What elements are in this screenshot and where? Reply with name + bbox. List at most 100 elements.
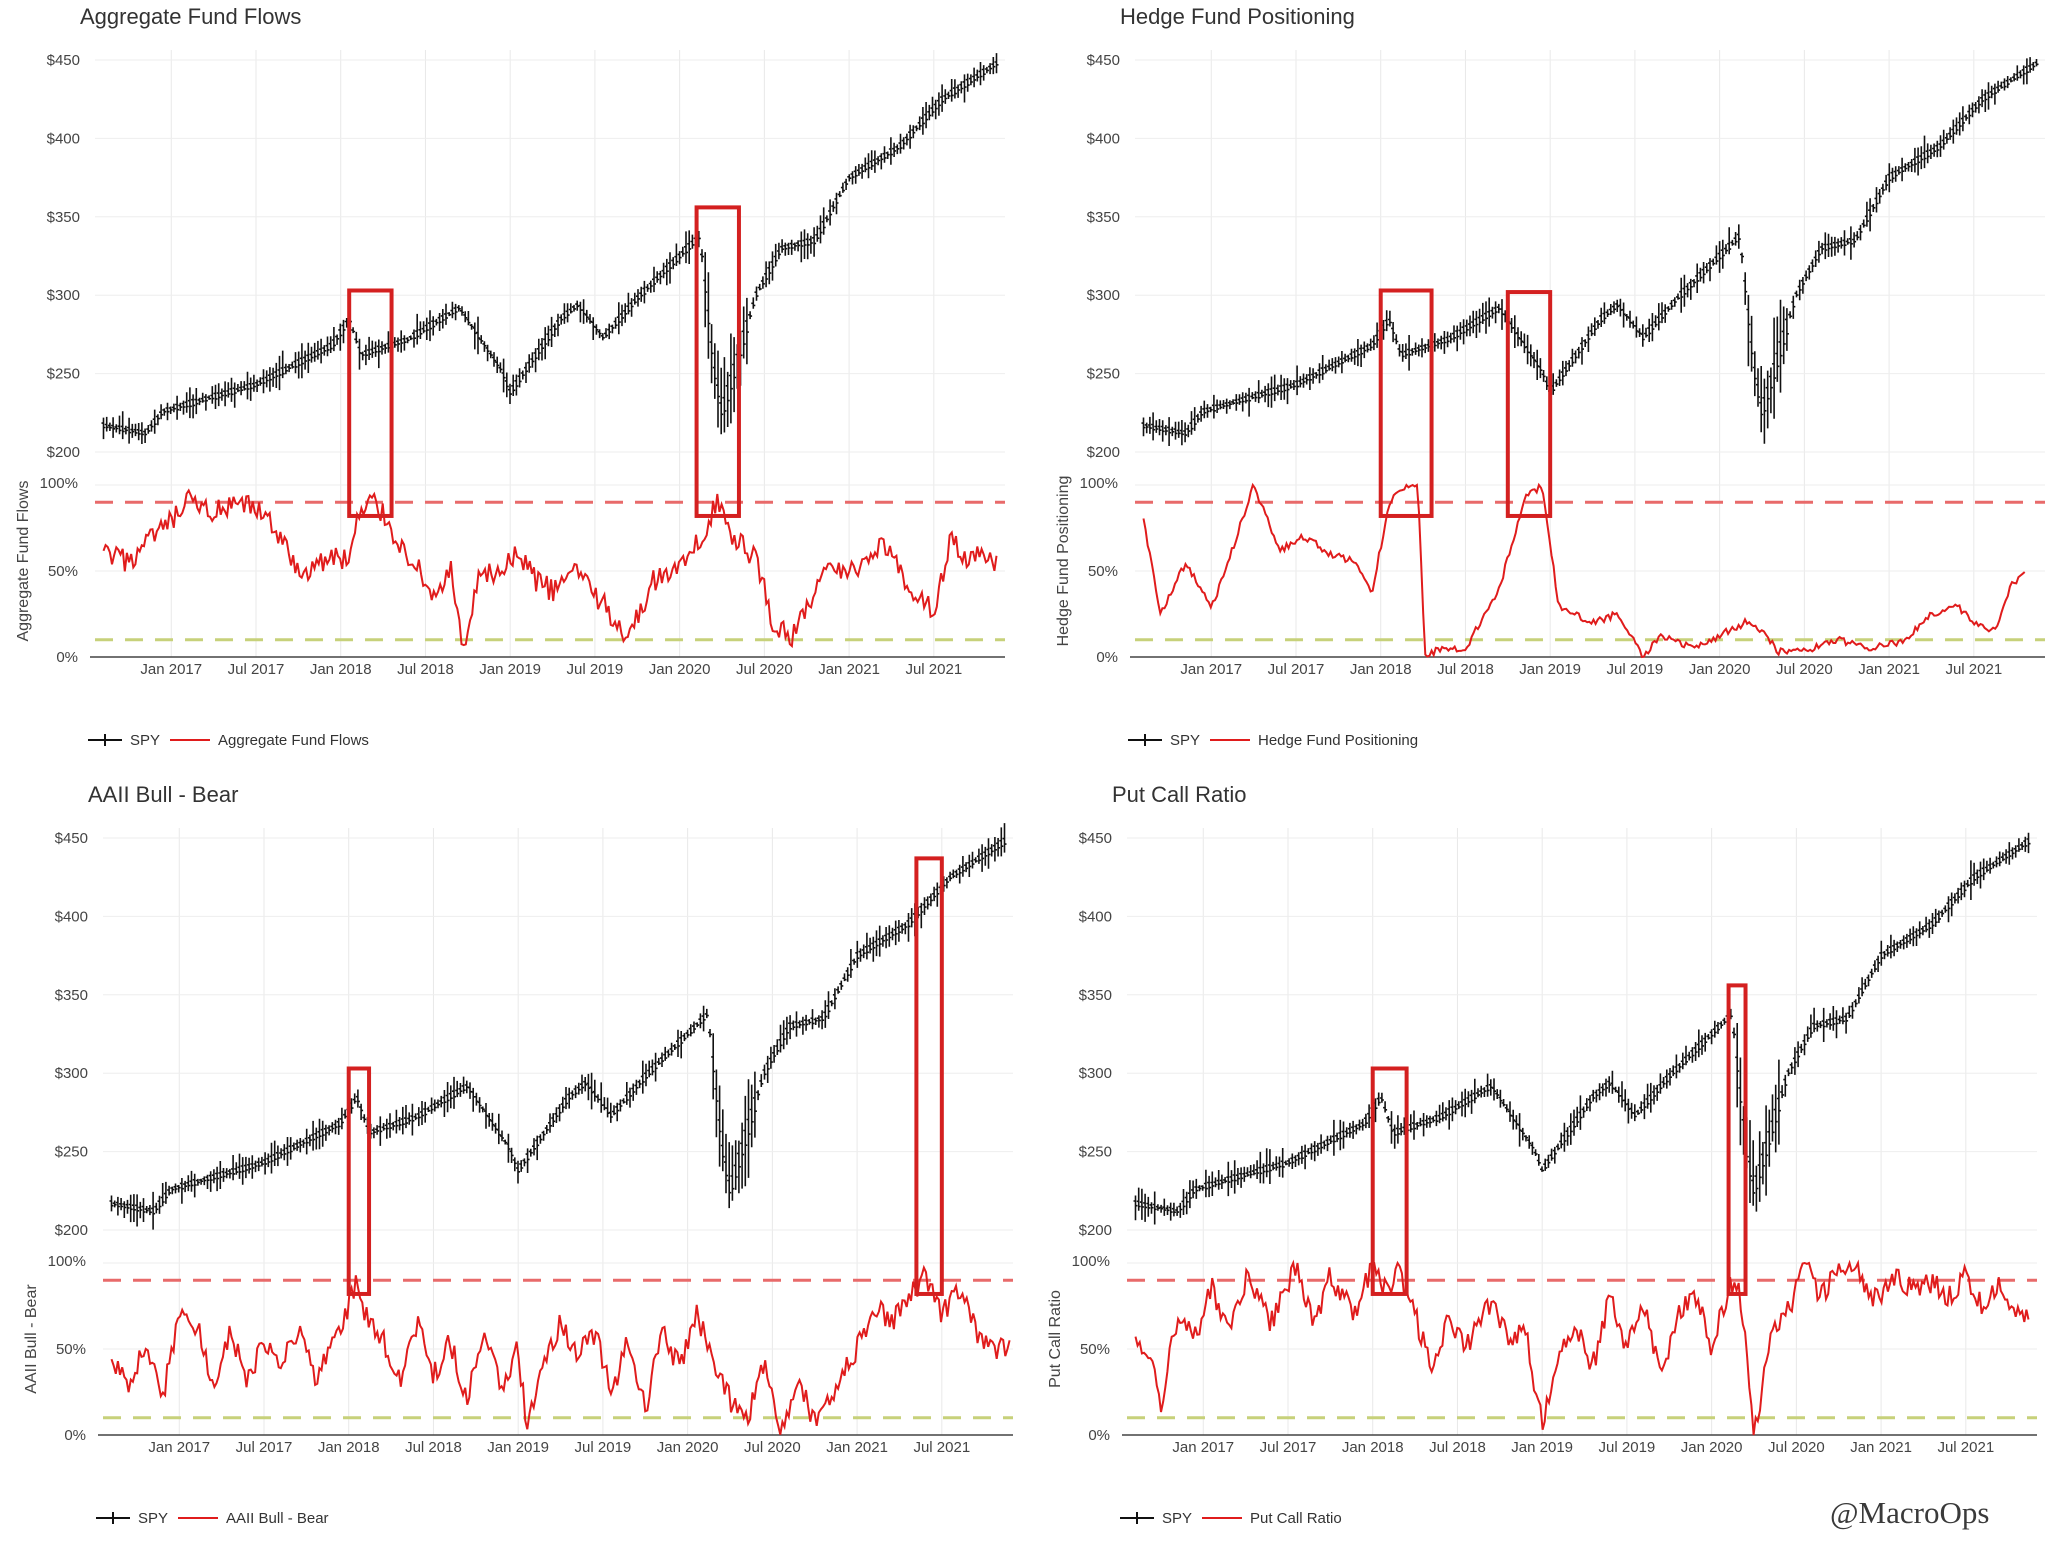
- price-tick-label: $300: [1087, 287, 1120, 304]
- x-tick-label: Jul 2019: [575, 1439, 632, 1456]
- x-tick-label: Jul 2018: [397, 661, 454, 678]
- x-tick-label: Jan 2021: [1850, 1439, 1912, 1456]
- x-tick-label: Jul 2020: [736, 661, 793, 678]
- x-tick-label: Jan 2020: [1681, 1439, 1743, 1456]
- watermark-text: @MacroOps: [1830, 1495, 1990, 1530]
- x-tick-label: Jul 2021: [913, 1439, 970, 1456]
- price-tick-label: $400: [47, 130, 80, 147]
- x-tick-label: Jul 2017: [228, 661, 285, 678]
- x-tick-label: Jan 2020: [1689, 661, 1751, 678]
- chart-title: AAII Bull - Bear: [88, 782, 238, 807]
- x-tick-label: Jan 2017: [1180, 661, 1242, 678]
- legend-indicator-label: Put Call Ratio: [1250, 1510, 1342, 1527]
- spy-bars: [1141, 57, 2039, 446]
- spy-bars: [1133, 832, 2031, 1225]
- x-tick-label: Jan 2021: [826, 1439, 888, 1456]
- x-tick-label: Jul 2021: [1937, 1439, 1994, 1456]
- chart-panel-4: Put Call Ratio Jan 2017 Jul 2017 Jan 2018 Ju…: [1047, 782, 2037, 1527]
- highlight-box: [1370, 1066, 1409, 1296]
- price-tick-label: $350: [55, 987, 88, 1004]
- highlight-box: [347, 288, 394, 518]
- indicator-series-line: [102, 488, 998, 649]
- price-tick-label: $450: [1087, 52, 1120, 69]
- indicator-axis-label: Put Call Ratio: [1047, 1290, 1064, 1388]
- highlight-box: [1726, 983, 1748, 1296]
- chart-panel-3: AAII Bull - Bear Jan 2017 Jul 2017 Jan 2018…: [23, 782, 1013, 1527]
- indicator-tick-label: 0%: [1096, 649, 1118, 666]
- x-tick-label: Jul 2020: [744, 1439, 801, 1456]
- price-tick-label: $250: [47, 366, 80, 383]
- x-tick-label: Jan 2020: [657, 1439, 719, 1456]
- price-tick-label: $450: [1079, 830, 1112, 847]
- x-tick-label: Jan 2018: [310, 661, 372, 678]
- spy-price-series: [101, 53, 999, 444]
- price-tick-label: $250: [1087, 366, 1120, 383]
- spy-bars: [101, 53, 999, 444]
- legend-spy-label: SPY: [1170, 732, 1200, 749]
- x-tick-label: Jul 2019: [1599, 1439, 1656, 1456]
- indicator-tick-label: 100%: [1080, 475, 1118, 492]
- x-tick-label: Jan 2019: [1511, 1439, 1573, 1456]
- legend-indicator-label: AAII Bull - Bear: [226, 1510, 329, 1527]
- x-tick-label: Jan 2017: [148, 1439, 210, 1456]
- x-tick-label: Jul 2018: [405, 1439, 462, 1456]
- legend-spy-label: SPY: [1162, 1510, 1192, 1527]
- spy-price-series: [109, 823, 1007, 1230]
- x-tick-label: Jul 2017: [1268, 661, 1325, 678]
- chart-panel-2: Hedge Fund Positioning Jan 2017 Jul 2017 Ja…: [1055, 4, 2045, 749]
- indicator-tick-label: 0%: [1088, 1427, 1110, 1444]
- x-tick-label: Jan 2018: [1350, 661, 1412, 678]
- x-tick-label: Jul 2020: [1776, 661, 1833, 678]
- x-tick-label: Jan 2017: [1172, 1439, 1234, 1456]
- indicator-tick-label: 50%: [48, 563, 78, 580]
- x-tick-label: Jan 2019: [487, 1439, 549, 1456]
- x-tick-label: Jul 2017: [1260, 1439, 1317, 1456]
- x-tick-label: Jan 2020: [649, 661, 711, 678]
- x-tick-label: Jul 2018: [1437, 661, 1494, 678]
- chart-title: Aggregate Fund Flows: [80, 4, 301, 29]
- indicator-tick-label: 100%: [40, 475, 78, 492]
- x-tick-label: Jul 2021: [905, 661, 962, 678]
- indicator-axis-label: Hedge Fund Positioning: [1055, 476, 1072, 647]
- chart-panel-1: Aggregate Fund Flows Jan 2017 Jul 2017 Jan …: [15, 4, 1005, 749]
- price-tick-label: $350: [1087, 209, 1120, 226]
- x-tick-label: Jan 2021: [1858, 661, 1920, 678]
- chart-title: Hedge Fund Positioning: [1120, 4, 1355, 29]
- legend-indicator-label: Hedge Fund Positioning: [1258, 732, 1418, 749]
- indicator-tick-label: 100%: [48, 1253, 86, 1270]
- price-tick-label: $400: [55, 908, 88, 925]
- x-tick-label: Jan 2018: [1342, 1439, 1404, 1456]
- price-tick-label: $200: [55, 1222, 88, 1239]
- highlight-box: [694, 205, 741, 518]
- spy-price-series: [1133, 832, 2031, 1225]
- x-tick-label: Jan 2018: [318, 1439, 380, 1456]
- highlight-box: [346, 1066, 372, 1296]
- indicator-tick-label: 50%: [1080, 1341, 1110, 1358]
- indicator-series-line: [1134, 1259, 2030, 1436]
- price-tick-label: $200: [1079, 1222, 1112, 1239]
- price-tick-label: $350: [47, 209, 80, 226]
- indicator-axis-label: Aggregate Fund Flows: [15, 481, 32, 642]
- x-tick-label: Jan 2017: [140, 661, 202, 678]
- price-tick-label: $200: [47, 444, 80, 461]
- indicator-tick-label: 100%: [1072, 1253, 1110, 1270]
- price-tick-label: $450: [47, 52, 80, 69]
- price-tick-label: $300: [1079, 1065, 1112, 1082]
- indicator-tick-label: 0%: [64, 1427, 86, 1444]
- indicator-series-line: [1142, 482, 2026, 659]
- x-tick-label: Jan 2019: [479, 661, 541, 678]
- spy-price-series: [1141, 57, 2039, 446]
- legend-indicator-label: Aggregate Fund Flows: [218, 732, 369, 749]
- x-tick-label: Jul 2018: [1429, 1439, 1486, 1456]
- highlight-box: [1505, 290, 1553, 518]
- price-tick-label: $400: [1079, 908, 1112, 925]
- price-tick-label: $250: [55, 1144, 88, 1161]
- indicator-tick-label: 50%: [56, 1341, 86, 1358]
- legend-spy-label: SPY: [130, 732, 160, 749]
- x-tick-label: Jan 2019: [1519, 661, 1581, 678]
- x-tick-label: Jul 2017: [236, 1439, 293, 1456]
- legend-spy-label: SPY: [138, 1510, 168, 1527]
- highlight-box: [1378, 288, 1434, 518]
- x-tick-label: Jul 2021: [1945, 661, 2002, 678]
- indicator-tick-label: 0%: [56, 649, 78, 666]
